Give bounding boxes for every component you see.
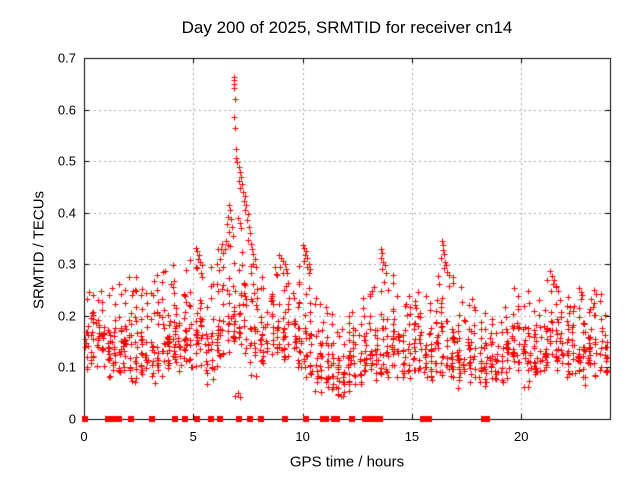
x-tick-label: 15 bbox=[404, 429, 420, 444]
y-tick-label: 0.5 bbox=[57, 153, 76, 169]
y-tick-label: 0.6 bbox=[57, 102, 76, 118]
x-tick-label: 10 bbox=[295, 429, 310, 444]
y-tick-label: 0.4 bbox=[57, 205, 76, 221]
x-tick-label: 5 bbox=[189, 429, 197, 444]
y-tick-label: 0.2 bbox=[57, 308, 76, 324]
x-tick-label: 20 bbox=[514, 429, 529, 444]
x-tick-label: 0 bbox=[80, 429, 88, 444]
y-tick-label: 0.1 bbox=[57, 359, 76, 375]
y-tick-label: 0 bbox=[68, 411, 76, 427]
y-tick-label: 0.3 bbox=[57, 256, 76, 272]
y-tick-label: 0.7 bbox=[57, 50, 76, 66]
x-axis-label: GPS time / hours bbox=[289, 453, 405, 471]
chart-title: Day 200 of 2025, SRMTID for receiver cn1… bbox=[181, 18, 513, 37]
